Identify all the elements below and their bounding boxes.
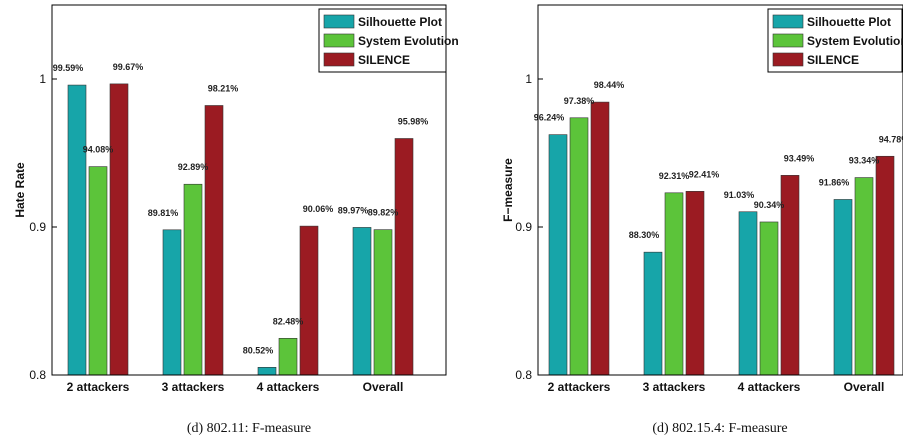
data-label: 93.34% xyxy=(849,156,880,166)
data-label: 91.03% xyxy=(724,190,755,200)
y-ticks: 0.8 0.9 1 xyxy=(515,72,543,382)
chart-panel-802-11: 99.59% 94.08% 99.67% 89.81% 92.89% 98.21% 80.5… xyxy=(13,4,459,436)
data-label: 99.67% xyxy=(113,62,144,72)
data-label: 92.41% xyxy=(689,169,720,179)
data-label: 90.34% xyxy=(754,200,785,210)
bar-system-evolution xyxy=(373,229,393,376)
chart-caption: (d) 802.15.4: F-measure xyxy=(652,421,787,436)
bar-system-evolution xyxy=(854,177,874,376)
x-categories: 2 attackers 3 attackers 4 attackers Overall xyxy=(548,380,885,394)
data-label: 89.82% xyxy=(368,208,399,218)
bar-silhouette-plot xyxy=(257,367,277,376)
bar-silence xyxy=(685,191,705,376)
data-label: 91.86% xyxy=(819,177,850,187)
bar-silhouette-plot xyxy=(548,134,568,376)
data-label: 94.08% xyxy=(83,145,114,155)
legend-label: Silhouette Plot xyxy=(358,15,442,29)
bar-silence xyxy=(875,155,895,376)
bar-silhouette-plot xyxy=(67,84,87,376)
data-label: 82.48% xyxy=(273,316,304,326)
bar-silhouette-plot xyxy=(643,251,663,376)
y-axis-label: Hate Rate xyxy=(13,162,27,218)
data-label: 98.44% xyxy=(594,80,625,90)
data-label: 92.89% xyxy=(178,162,209,172)
bar-system-evolution xyxy=(88,166,108,376)
plot-frame xyxy=(51,4,447,376)
data-label: 90.06% xyxy=(303,204,334,214)
x-category-label: 4 attackers xyxy=(257,380,320,394)
data-label: 94.78% xyxy=(879,134,903,144)
legend-swatch xyxy=(323,14,355,29)
legend-label: SILENCE xyxy=(807,53,859,67)
data-label: 89.81% xyxy=(148,208,179,218)
legend: Silhouette Plot System Evolution SILENCE xyxy=(318,8,459,73)
bar-silence xyxy=(590,101,610,376)
x-category-label: 2 attackers xyxy=(548,380,611,394)
legend-swatch xyxy=(323,33,355,48)
legend-swatch xyxy=(323,52,355,67)
y-axis-label: F−measure xyxy=(501,158,515,222)
x-category-label: 3 attackers xyxy=(643,380,706,394)
x-categories: 2 attackers 3 attackers 4 attackers Overall xyxy=(67,380,404,394)
legend-label: Silhouette Plot xyxy=(807,15,891,29)
y-tick-label: 0.8 xyxy=(29,368,46,382)
x-category-label: 2 attackers xyxy=(67,380,130,394)
chart-panel-802-15-4: 96.24% 97.38% 98.44% 88.30% 92.31% 92.41% 91.0… xyxy=(501,4,903,436)
data-label: 98.21% xyxy=(208,83,239,93)
y-ticks: 0.8 0.9 1 xyxy=(29,72,57,382)
legend-swatch xyxy=(772,14,804,29)
bar-silhouette-plot xyxy=(738,211,758,376)
data-labels: 99.59% 94.08% 99.67% 89.81% 92.89% 98.21% 80.5… xyxy=(53,62,429,355)
bar-system-evolution xyxy=(569,117,589,376)
y-tick-label: 1 xyxy=(525,72,532,86)
y-tick-label: 0.9 xyxy=(29,220,46,234)
x-category-label: 3 attackers xyxy=(162,380,225,394)
bar-silence xyxy=(109,83,129,376)
bars xyxy=(67,83,414,376)
x-category-label: Overall xyxy=(363,380,404,394)
legend-swatch xyxy=(772,52,804,67)
bar-silhouette-plot xyxy=(162,229,182,376)
data-labels: 96.24% 97.38% 98.44% 88.30% 92.31% 92.41% 91.0… xyxy=(534,80,903,240)
legend-label: System Evolution xyxy=(807,34,903,48)
legend-swatch xyxy=(772,33,804,48)
data-label: 97.38% xyxy=(564,96,595,106)
bar-silence xyxy=(394,138,414,376)
bars xyxy=(548,101,895,376)
bar-system-evolution xyxy=(278,337,298,376)
bar-silence xyxy=(204,105,224,376)
data-label: 92.31% xyxy=(659,171,690,181)
y-tick-label: 0.8 xyxy=(515,368,532,382)
data-label: 88.30% xyxy=(629,230,660,240)
data-label: 95.98% xyxy=(398,116,429,126)
bar-system-evolution xyxy=(183,183,203,376)
x-category-label: Overall xyxy=(844,380,885,394)
data-label: 99.59% xyxy=(53,63,84,73)
bar-system-evolution xyxy=(759,221,779,376)
plot-frame xyxy=(537,4,903,376)
bar-silhouette-plot xyxy=(833,199,853,376)
y-tick-label: 1 xyxy=(39,72,46,86)
x-category-label: 4 attackers xyxy=(738,380,801,394)
data-label: 89.97% xyxy=(338,205,369,215)
bar-system-evolution xyxy=(664,192,684,376)
y-tick-label: 0.9 xyxy=(515,220,532,234)
chart-caption: (d) 802.11: F-measure xyxy=(187,421,311,436)
legend: Silhouette Plot System Evolution SILENCE xyxy=(767,8,903,73)
bar-silence xyxy=(299,225,319,376)
bar-silhouette-plot xyxy=(352,227,372,376)
legend-label: System Evolution xyxy=(358,34,459,48)
legend-label: SILENCE xyxy=(358,53,410,67)
data-label: 80.52% xyxy=(243,345,274,355)
data-label: 93.49% xyxy=(784,153,815,163)
data-label: 96.24% xyxy=(534,113,565,123)
